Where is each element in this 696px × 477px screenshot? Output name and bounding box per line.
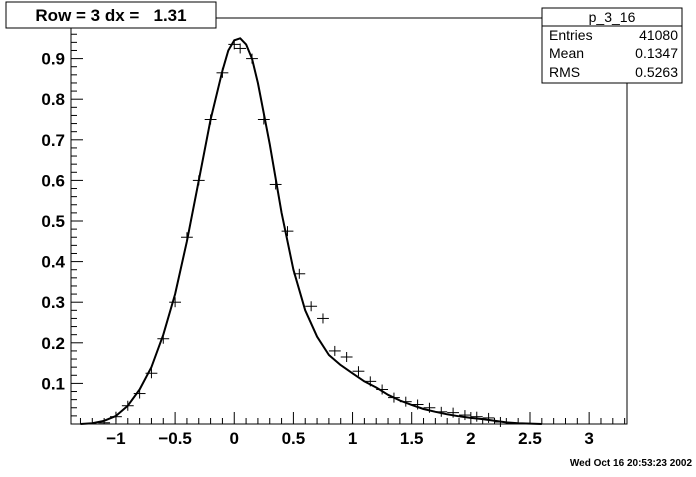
title-text: Row = 3 dx = 1.31 bbox=[35, 6, 186, 25]
data-point bbox=[317, 313, 329, 324]
stats-mean-value: 0.1347 bbox=[635, 45, 678, 61]
stats-rms-value: 0.5263 bbox=[635, 64, 678, 80]
x-tick-label: 1 bbox=[348, 429, 357, 448]
title-box-frame bbox=[5, 1, 217, 29]
x-tick-label: 0.5 bbox=[282, 429, 306, 448]
stats-name: p_3_16 bbox=[589, 9, 636, 25]
y-tick-label: 0.3 bbox=[41, 293, 65, 312]
y-tick-label: 0.4 bbox=[41, 253, 65, 272]
data-point bbox=[169, 297, 182, 308]
data-point bbox=[482, 412, 495, 423]
timestamp: Wed Oct 16 20:53:23 2002 bbox=[570, 458, 693, 469]
stats-entries-value: 41080 bbox=[639, 27, 678, 43]
fit-curve bbox=[80, 37, 542, 425]
data-point bbox=[281, 226, 294, 237]
stats-mean-label: Mean bbox=[549, 45, 584, 61]
y-tick-label: 0.8 bbox=[41, 90, 65, 109]
x-tick-label: 3 bbox=[584, 429, 593, 448]
stats-entries-label: Entries bbox=[549, 27, 593, 43]
y-tick-label: 0.2 bbox=[41, 334, 65, 353]
data-point bbox=[340, 352, 353, 363]
y-tick-label: 0.6 bbox=[41, 171, 65, 190]
y-tick-label: 0.5 bbox=[41, 212, 65, 231]
x-tick-label: 1.5 bbox=[400, 429, 424, 448]
stats-box-frame bbox=[541, 7, 683, 84]
y-tick-label: 0.9 bbox=[41, 50, 65, 69]
data-point bbox=[470, 411, 483, 422]
stats-rms-label: RMS bbox=[549, 64, 580, 80]
x-tick-label: 2 bbox=[466, 429, 475, 448]
fit-curve-layer bbox=[80, 37, 542, 425]
x-tick-label: 2.5 bbox=[518, 429, 542, 448]
data-point bbox=[305, 301, 318, 312]
stats-box: p_3_16 Entries 41080 Mean 0.1347 RMS 0.5… bbox=[541, 7, 683, 84]
data-point bbox=[234, 43, 247, 54]
data-point bbox=[352, 366, 365, 377]
title-box: Row = 3 dx = 1.31 bbox=[5, 1, 217, 29]
y-axis: 0.1 0.2 0.3 0.4 0.5 0.6 0.7 0.8 0.9 bbox=[41, 25, 83, 417]
data-point bbox=[328, 345, 341, 356]
y-tick-label: 0.7 bbox=[41, 131, 65, 150]
y-tick-label: 0.1 bbox=[41, 374, 65, 393]
x-tick-label: −0.5 bbox=[158, 429, 192, 448]
data-point bbox=[459, 410, 471, 421]
x-tick-label: 0 bbox=[230, 429, 239, 448]
x-tick-label: −1 bbox=[106, 429, 125, 448]
x-axis: −1 −0.5 0 0.5 1 1.5 2 2.5 3 bbox=[79, 412, 626, 448]
plot-frame bbox=[70, 17, 628, 425]
